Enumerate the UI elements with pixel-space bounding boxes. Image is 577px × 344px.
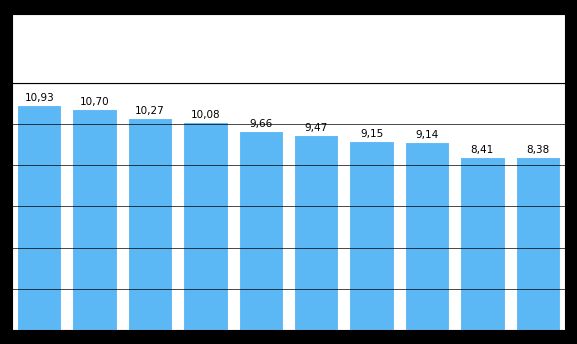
Bar: [516, 157, 560, 330]
Bar: [405, 142, 449, 330]
Text: 9,15: 9,15: [360, 129, 383, 139]
Text: 9,66: 9,66: [249, 119, 272, 129]
Text: 10,70: 10,70: [80, 97, 110, 107]
Text: 8,41: 8,41: [471, 144, 494, 154]
Bar: [73, 109, 117, 330]
Bar: [128, 118, 172, 330]
Text: 9,14: 9,14: [415, 130, 439, 140]
Text: 10,93: 10,93: [24, 93, 54, 103]
Text: 10,27: 10,27: [135, 106, 165, 116]
Bar: [17, 105, 61, 330]
Bar: [294, 135, 338, 330]
Text: 10,08: 10,08: [190, 110, 220, 120]
Text: 9,47: 9,47: [305, 123, 328, 133]
Bar: [183, 122, 227, 330]
Bar: [239, 131, 283, 330]
Bar: [460, 157, 504, 330]
Bar: [350, 141, 394, 330]
Text: 8,38: 8,38: [526, 145, 549, 155]
